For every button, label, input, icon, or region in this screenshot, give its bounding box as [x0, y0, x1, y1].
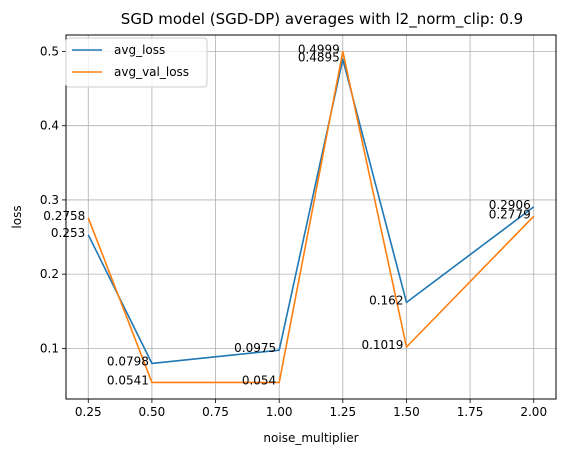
data-label: 0.4895: [298, 50, 340, 64]
data-label: 0.1019: [361, 338, 403, 352]
chart-title: SGD model (SGD-DP) averages with l2_norm…: [121, 10, 523, 29]
x-tick-label: 2.00: [520, 405, 547, 419]
legend: avg_loss avg_val_loss: [65, 37, 208, 88]
legend-label: avg_loss: [114, 43, 165, 57]
x-tick-label: 1.25: [329, 405, 356, 419]
y-tick-label: 0.5: [40, 44, 59, 58]
plot-frame: [65, 34, 557, 400]
legend-label: avg_val_loss: [114, 65, 189, 79]
data-label: 0.054: [242, 374, 276, 388]
y-tick-label: 0.1: [40, 341, 59, 355]
series-line-avg_val_loss: [87, 50, 535, 384]
y-tick-label: 0.3: [40, 193, 59, 207]
data-label: 0.2758: [43, 209, 85, 223]
y-tick-label: 0.4: [40, 119, 59, 133]
grid-lines: [66, 35, 556, 399]
data-label: 0.0798: [107, 354, 149, 368]
x-tick-label: 1.00: [266, 405, 293, 419]
data-label: 0.0975: [234, 341, 276, 355]
series-line-avg_loss: [87, 58, 535, 365]
data-label: 0.0541: [107, 373, 149, 387]
x-axis-label: noise_multiplier: [263, 431, 358, 445]
y-tick-label: 0.2: [40, 267, 59, 281]
y-axis-ticks: 0.1 0.2 0.3 0.4 0.5: [40, 44, 66, 355]
data-labels: 0.253 0.0798 0.0975 0.4895 0.162 0.2906 0.2758…: [43, 43, 530, 388]
x-tick-label: 0.25: [75, 405, 102, 419]
data-label: 0.162: [369, 293, 403, 307]
x-axis-ticks: 0.25 0.50 0.75 1.00 1.25 1.50 1.75 2.00: [75, 399, 547, 419]
y-axis-label: loss: [10, 205, 24, 228]
data-label: 0.253: [51, 226, 85, 240]
data-label: 0.4999: [298, 43, 340, 57]
data-label: 0.2779: [489, 207, 531, 221]
x-tick-label: 1.50: [393, 405, 420, 419]
x-tick-label: 1.75: [457, 405, 484, 419]
series-lines: [87, 50, 535, 384]
x-tick-label: 0.50: [139, 405, 166, 419]
x-tick-label: 0.75: [202, 405, 229, 419]
data-label: 0.2906: [489, 198, 531, 212]
